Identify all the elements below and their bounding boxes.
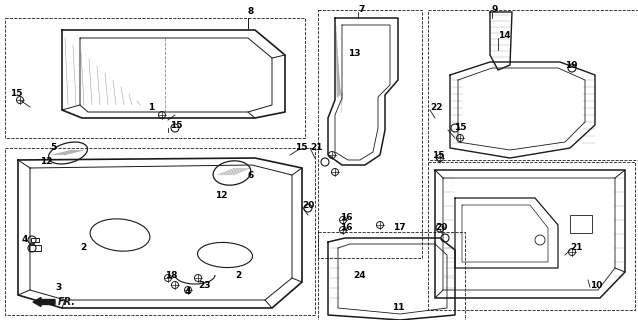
Text: 3: 3 (55, 284, 61, 292)
Text: 7: 7 (358, 5, 364, 14)
Text: 2: 2 (235, 270, 241, 279)
Text: 12: 12 (215, 190, 228, 199)
Text: 24: 24 (353, 270, 366, 279)
Text: 23: 23 (198, 281, 211, 290)
Text: 11: 11 (392, 303, 404, 313)
Text: 16: 16 (340, 213, 353, 222)
Text: 19: 19 (565, 60, 577, 69)
Text: FR.: FR. (58, 297, 76, 307)
Text: 12: 12 (40, 157, 52, 166)
Text: 4: 4 (22, 236, 28, 244)
Text: 15: 15 (432, 150, 445, 159)
Text: 9: 9 (492, 5, 498, 14)
Text: 5: 5 (50, 143, 56, 153)
Bar (570, 215, 592, 233)
Text: 15: 15 (170, 121, 182, 130)
Text: 20: 20 (435, 223, 447, 233)
Text: 15: 15 (454, 124, 466, 132)
Text: 6: 6 (248, 171, 255, 180)
Text: 20: 20 (302, 201, 315, 210)
Text: 14: 14 (498, 30, 510, 39)
Text: 13: 13 (348, 49, 360, 58)
Text: 4: 4 (185, 287, 191, 297)
Text: 21: 21 (310, 143, 322, 153)
Text: 18: 18 (165, 270, 177, 279)
Text: 8: 8 (248, 7, 255, 17)
Text: 22: 22 (430, 103, 443, 113)
Text: 16: 16 (340, 223, 353, 233)
Text: 21: 21 (570, 244, 582, 252)
Text: 17: 17 (393, 223, 406, 233)
Text: 2: 2 (80, 244, 86, 252)
Text: 15: 15 (10, 89, 22, 98)
Text: 10: 10 (590, 281, 602, 290)
FancyArrow shape (33, 298, 55, 307)
Text: 1: 1 (148, 103, 154, 113)
Text: 15: 15 (295, 143, 308, 153)
